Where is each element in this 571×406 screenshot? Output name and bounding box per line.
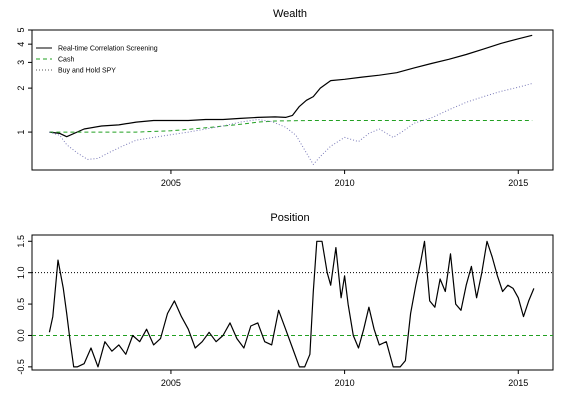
- wealth-plot-frame: [31, 29, 554, 171]
- y-tick-label: 0.5: [16, 298, 26, 311]
- position-plot-frame: [31, 234, 554, 371]
- x-tick-label: 2005: [161, 178, 181, 188]
- y-tick-label: 1.5: [16, 235, 26, 248]
- x-tick-label: 2015: [508, 378, 528, 388]
- y-tick-label: 1: [16, 130, 26, 135]
- legend-label-cash: Cash: [58, 57, 74, 64]
- y-tick-label: 0.0: [16, 329, 26, 342]
- series-line-0: [49, 34, 533, 138]
- y-tick-label: -0.5: [16, 359, 26, 375]
- series-line-1: [49, 120, 533, 133]
- legend-label-screening: Real-time Correlation Screening: [58, 46, 158, 53]
- y-tick-label: 5: [16, 27, 26, 32]
- wealth-panel: Wealth 2005 2010 2015 1 2 3 4 5 Real-time Corre…: [16, 8, 554, 188]
- wealth-title: Wealth: [273, 8, 307, 20]
- y-tick-label: 1.0: [16, 266, 26, 279]
- position-axes: 2005 2010 2015 -0.5 0.0 0.5 1.0 1.5: [16, 235, 528, 388]
- y-tick-label: 2: [16, 86, 26, 91]
- y-tick-label: 4: [16, 42, 26, 47]
- y-tick-label: 3: [16, 60, 26, 65]
- x-tick-label: 2015: [508, 178, 528, 188]
- position-panel: Position 2005 2010 2015 -0.5 0.0 0.5 1.0 1.5: [16, 212, 554, 388]
- position-title: Position: [270, 212, 309, 224]
- series-line-0: [48, 240, 535, 368]
- legend-label-spy: Buy and Hold SPY: [58, 68, 116, 75]
- wealth-marks: [49, 34, 533, 165]
- x-tick-label: 2010: [335, 378, 355, 388]
- position-marks: [32, 240, 553, 368]
- x-tick-label: 2005: [161, 378, 181, 388]
- wealth-legend: Real-time Correlation Screening Cash Buy…: [36, 46, 158, 75]
- x-tick-label: 2010: [335, 178, 355, 188]
- wealth-axes: 2005 2010 2015 1 2 3 4 5: [16, 27, 528, 188]
